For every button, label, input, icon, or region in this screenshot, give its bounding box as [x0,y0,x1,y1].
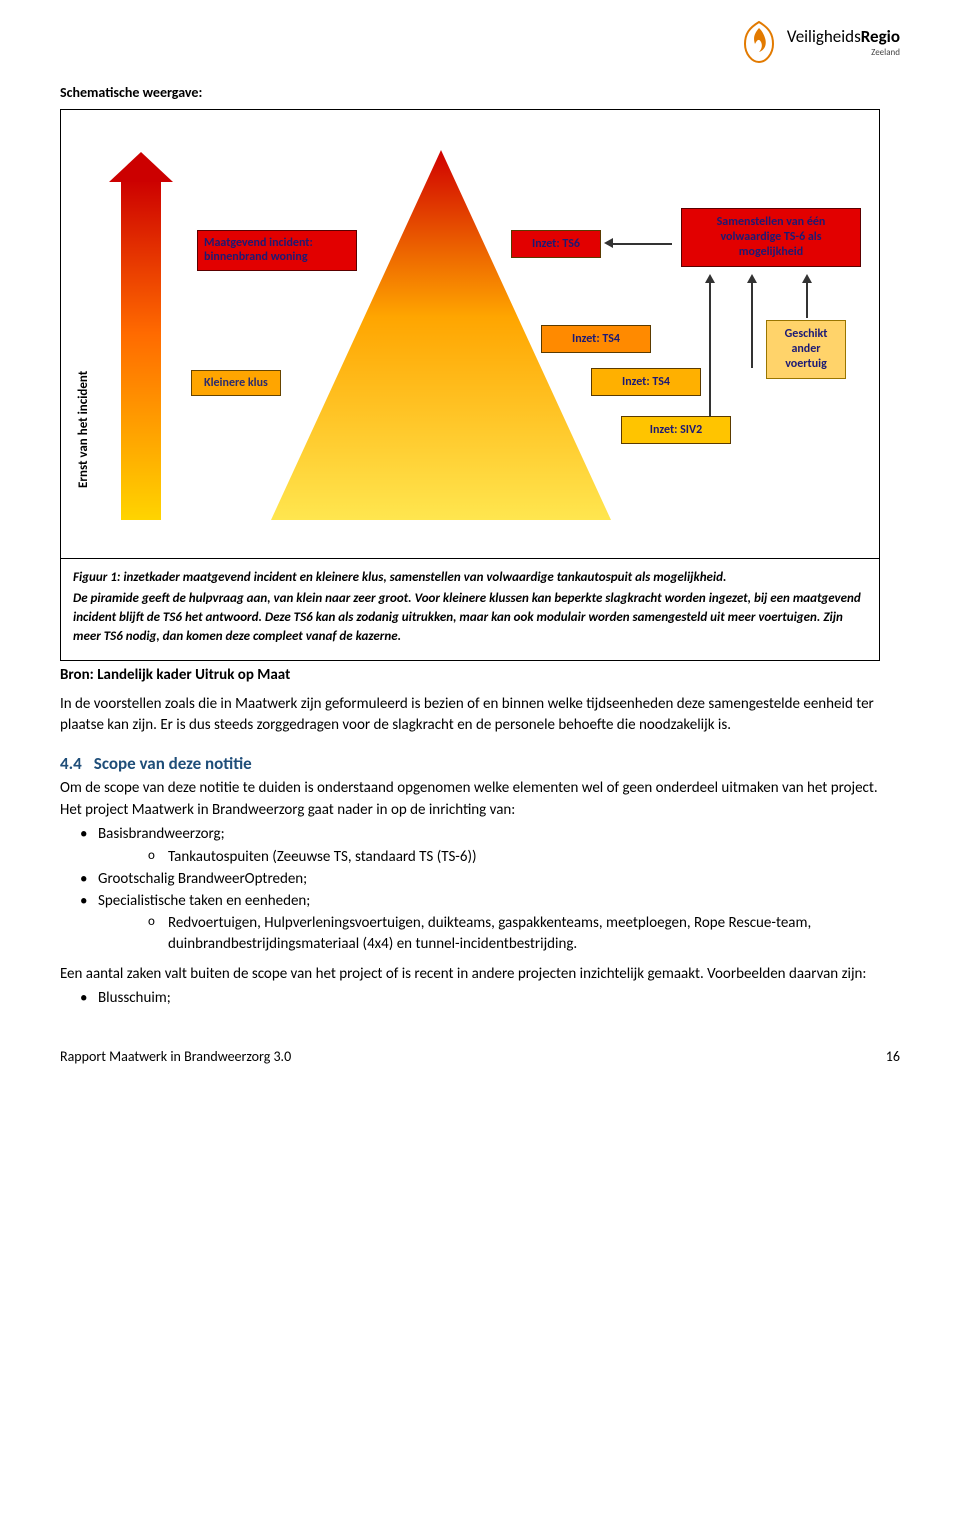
schema-title: Schematische weergave: [60,84,900,101]
bullet-list-2: Blusschuim; [60,988,900,1008]
bullet-list-1: Basisbrandweerzorg; Tankautospuiten (Zee… [60,824,900,954]
arrow-line [806,282,808,318]
logo-text-b: Regio [861,26,900,47]
flame-shield-icon [739,20,779,64]
y-axis-label: Ernst van het incident [76,288,91,488]
list-item: Tankautospuiten (Zeeuwse TS, standaard T… [98,847,900,867]
arrow-line [751,282,753,368]
logo: VeiligheidsRegio Zeeland [739,20,900,64]
sub-list: Tankautospuiten (Zeeuwse TS, standaard T… [98,847,900,867]
scope-p1: Om de scope van deze notitie te duiden i… [60,778,900,798]
page-footer: Rapport Maatwerk in Brandweerzorg 3.0 16 [60,1048,900,1065]
intro-paragraph: In de voorstellen zoals die in Maatwerk … [60,694,900,735]
box-inzet-ts4-2: Inzet: TS4 [591,368,701,396]
box-kleinere-klus: Kleinere klus [191,370,281,396]
arrow-head-icon [747,274,757,283]
list-item-label: Basisbrandweerzorg; [98,825,225,843]
arrow-head-icon [802,274,812,283]
logo-line2: Zeeland [787,47,900,58]
footer-left: Rapport Maatwerk in Brandweerzorg 3.0 [60,1048,291,1065]
heading-4-4: 4.4 Scope van deze notitie [60,753,900,774]
diagram: Ernst van het incident Kleinere klus Maa… [60,109,880,559]
arrow-head-icon [604,238,613,248]
severity-arrow-icon [121,180,161,520]
arrow-head-icon [705,274,715,283]
logo-text-wrap: VeiligheidsRegio Zeeland [787,26,900,58]
figure-caption: Figuur 1: inzetkader maatgevend incident… [60,559,880,661]
heading-num: 4.4 [60,753,82,774]
page-header: VeiligheidsRegio Zeeland [60,20,900,64]
list-item: Grootschalig BrandweerOptreden; [60,869,900,889]
logo-text-a: Veiligheids [787,26,861,47]
scope-p2: Het project Maatwerk in Brandweerzorg ga… [60,800,900,820]
list-item: Basisbrandweerzorg; Tankautospuiten (Zee… [60,824,900,867]
arrow-line [612,243,672,245]
box-inzet-siv2: Inzet: SIV2 [621,416,731,444]
source-line: Bron: Landelijk kader Uitruk op Maat [60,666,900,684]
arrow-line [709,282,711,417]
box-inzet-ts6: Inzet: TS6 [511,230,601,258]
list-item: Redvoertuigen, Hulpverleningsvoertuigen,… [98,913,900,954]
buiten-scope-p: Een aantal zaken valt buiten de scope va… [60,964,900,984]
box-inzet-ts4-1: Inzet: TS4 [541,325,651,353]
list-item-label: Specialistische taken en eenheden; [98,892,310,910]
caption-p1: Figuur 1: inzetkader maatgevend incident… [73,569,867,588]
box-geschikt: Geschikt ander voertuig [766,320,846,379]
list-item: Specialistische taken en eenheden; Redvo… [60,891,900,954]
box-samenstellen: Samenstellen van één volwaardige TS-6 al… [681,208,861,267]
logo-line1: VeiligheidsRegio [787,26,900,47]
heading-title: Scope van deze notitie [94,753,252,774]
caption-p2: De piramide geeft de hulpvraag aan, van … [73,590,867,647]
box-maatgevend: Maatgevend incident: binnenbrand woning [197,230,357,271]
list-item: Blusschuim; [60,988,900,1008]
footer-right: 16 [886,1048,900,1065]
sub-list: Redvoertuigen, Hulpverleningsvoertuigen,… [98,913,900,954]
